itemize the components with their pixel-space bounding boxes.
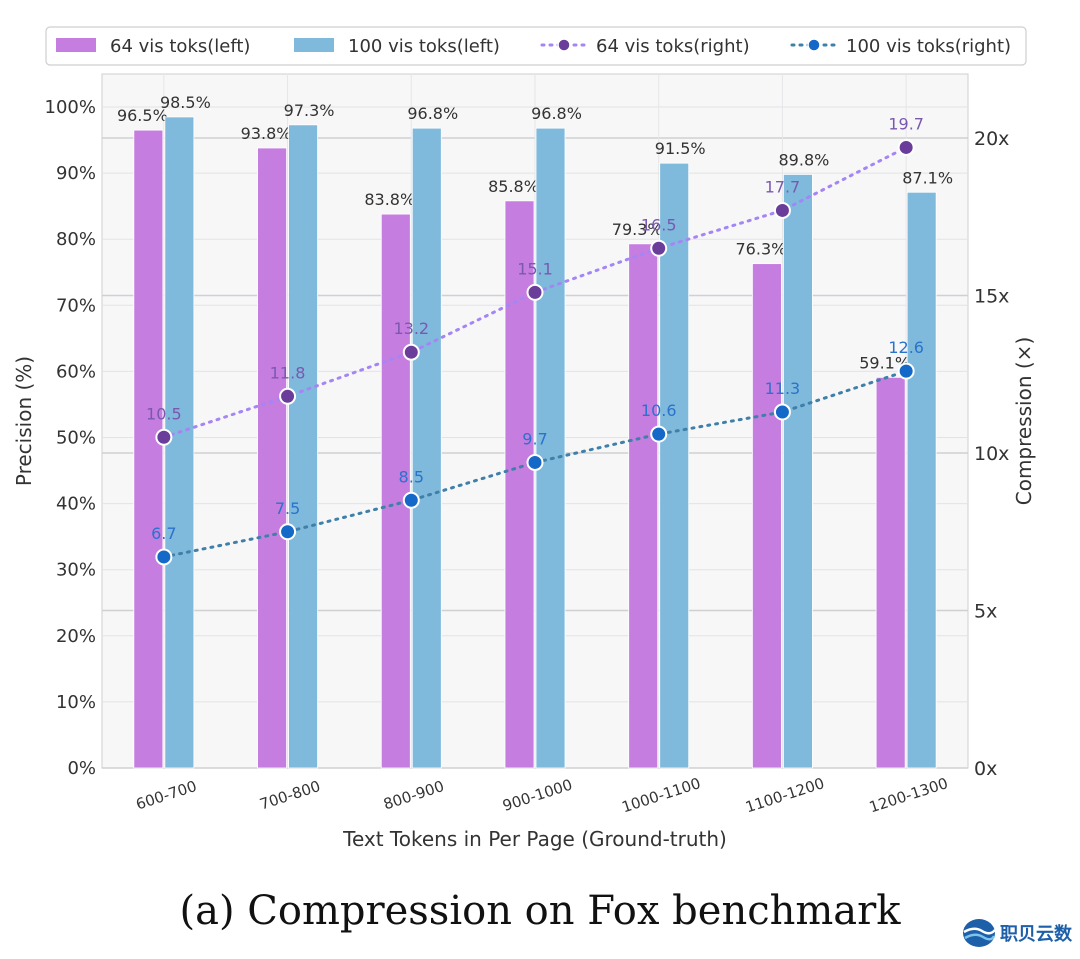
bar-data-label: 83.8% [364, 190, 415, 209]
y-left-axis-label: Precision (%) [12, 356, 36, 486]
line-marker [773, 403, 791, 421]
bar-64-left [257, 147, 287, 769]
y-left-tick-label: 60% [56, 361, 96, 382]
line-data-label: 10.5 [146, 404, 182, 423]
y-left-tick-label: 30% [56, 560, 96, 581]
x-tick-label: 1000-1100 [620, 774, 703, 816]
bar-data-label: 89.8% [779, 150, 830, 169]
bar-data-label: 96.8% [531, 104, 582, 123]
x-tick-label: 700-800 [257, 777, 322, 813]
bar-64-left [875, 376, 906, 769]
line-marker [897, 362, 915, 380]
bar-data-label: 97.3% [284, 101, 335, 120]
line-marker [526, 283, 544, 301]
bar-data-label: 96.5% [117, 106, 168, 125]
line-marker [279, 387, 297, 405]
bar-data-label: 59.1% [859, 353, 910, 372]
line-data-label: 11.8 [270, 363, 306, 382]
line-marker [897, 138, 915, 156]
bar-data-label: 93.8% [241, 124, 292, 143]
figure-caption: (a) Compression on Fox benchmark [179, 888, 901, 934]
y-right-tick-label: 20x [974, 128, 1009, 150]
line-data-label: 6.7 [151, 524, 176, 543]
x-tick-label: 1100-1200 [743, 774, 826, 816]
legend-swatch-bar [294, 38, 334, 52]
line-data-label: 9.7 [522, 429, 547, 448]
line-marker [155, 548, 173, 566]
line-marker [650, 239, 668, 257]
line-marker [650, 425, 668, 443]
legend-swatch-marker [557, 38, 571, 52]
x-tick-label: 800-900 [381, 777, 446, 813]
x-tick-label: 600-700 [134, 777, 199, 813]
x-tick-label: 900-1000 [500, 776, 574, 815]
watermark-logo-icon [963, 919, 996, 947]
bar-100-left [659, 162, 690, 769]
y-left-tick-label: 90% [56, 163, 96, 184]
bar-100-left [411, 127, 442, 769]
bar-data-label: 79.3% [612, 220, 663, 239]
line-data-label: 10.6 [641, 401, 677, 420]
y-left-tick-label: 80% [56, 229, 96, 250]
bar-64-left [133, 129, 164, 769]
y-left-tick-label: 100% [45, 97, 96, 118]
y-left-tick-label: 70% [56, 295, 96, 316]
line-data-label: 19.7 [888, 114, 924, 133]
line-marker [526, 453, 544, 471]
bar-data-label: 91.5% [655, 139, 706, 158]
line-marker [402, 491, 420, 509]
legend-label: 64 vis toks(right) [596, 36, 750, 57]
line-marker [773, 201, 791, 219]
y-left-tick-label: 0% [67, 758, 96, 779]
legend-label: 100 vis toks(right) [846, 36, 1011, 57]
legend-swatch-marker [807, 38, 821, 52]
line-data-label: 17.7 [765, 177, 801, 196]
y-right-axis-label: Compression (×) [1012, 337, 1036, 506]
line-marker [402, 343, 420, 361]
bar-data-label: 96.8% [407, 104, 458, 123]
line-data-label: 15.1 [517, 259, 553, 278]
bar-64-left [380, 213, 411, 769]
chart: 0% 10% 20% 30% 40% 50% 60% 70% 80% 90% 100% 0x 5x 10x… [12, 26, 1036, 851]
y-left-tick-label: 10% [56, 692, 96, 713]
y-left-tick-label: 20% [56, 626, 96, 647]
watermark-text: 职贝云数 [1000, 924, 1072, 945]
line-data-label: 7.5 [275, 499, 300, 518]
y-right-tick-label: 5x [974, 601, 997, 623]
bar-data-label: 87.1% [902, 168, 953, 187]
legend-swatch-bar [56, 38, 96, 52]
legend-label: 100 vis toks(left) [348, 36, 500, 57]
line-marker [279, 523, 297, 541]
line-data-label: 13.2 [393, 319, 429, 338]
bar-100-left [906, 191, 937, 769]
bar-data-label: 76.3% [736, 240, 787, 259]
legend-label: 64 vis toks(left) [110, 36, 250, 57]
bar-100-left [535, 127, 566, 769]
y-left-tick-label: 40% [56, 494, 96, 515]
line-data-label: 16.5 [641, 215, 677, 234]
line-marker [155, 428, 173, 446]
line-data-label: 8.5 [399, 467, 424, 486]
bar-64-left [628, 243, 659, 769]
legend-box [45, 26, 1027, 66]
y-right-tick-label: 0x [974, 758, 997, 780]
line-data-label: 11.3 [765, 379, 801, 398]
line-data-label: 12.6 [888, 338, 924, 357]
bar-64-left [752, 263, 782, 769]
bar-100-left [783, 174, 813, 769]
x-tick-label: 1200-1300 [867, 774, 950, 816]
bar-100-left [288, 124, 318, 769]
watermark: 职贝云数 [962, 918, 1072, 948]
y-right-tick-label: 15x [974, 286, 1009, 308]
bar-data-label: 98.5% [160, 93, 211, 112]
bar-data-label: 85.8% [488, 177, 539, 196]
y-left-tick-label: 50% [56, 428, 96, 449]
y-right-tick-label: 10x [974, 443, 1009, 465]
x-axis-label: Text Tokens in Per Page (Ground-truth) [342, 827, 727, 851]
